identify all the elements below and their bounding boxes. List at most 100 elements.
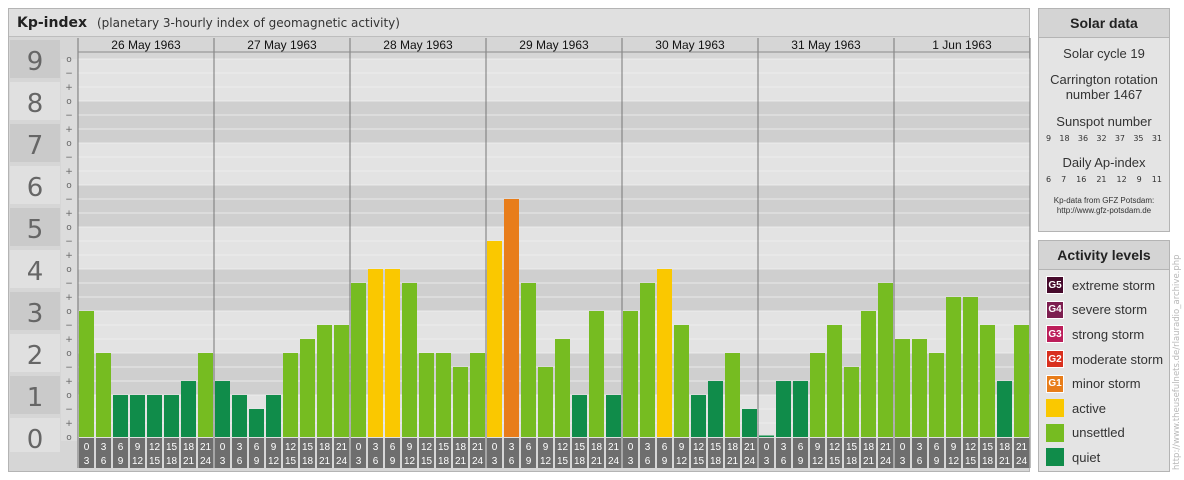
kp-bar (844, 366, 859, 437)
interval-end-label: 18 (846, 456, 858, 467)
interval-end-label: 9 (390, 456, 396, 467)
y-minor-label: + (65, 419, 73, 429)
kp-bar (708, 381, 723, 437)
kp-bar (912, 339, 927, 437)
interval-start-label: 9 (271, 442, 277, 453)
y-minor-label: − (65, 321, 73, 331)
y-tick-label: 5 (27, 215, 44, 245)
interval-end-label: 18 (166, 456, 178, 467)
legend-item-moderate-storm: G2 moderate storm (1039, 347, 1169, 372)
kp-bar (317, 324, 332, 437)
interval-end-label: 9 (254, 456, 260, 467)
interval-start-label: 15 (846, 442, 858, 453)
y-minor-label: + (65, 377, 73, 387)
interval-start-label: 3 (645, 442, 651, 453)
interval-box (300, 438, 315, 468)
interval-start-label: 18 (183, 442, 195, 453)
y-tick-cell (10, 208, 60, 246)
interval-start-label: 15 (710, 442, 722, 453)
interval-start-label: 6 (526, 442, 532, 453)
interval-end-label: 6 (781, 456, 787, 467)
interval-box (674, 438, 689, 468)
interval-end-label: 6 (645, 456, 651, 467)
kp-bar (232, 395, 247, 437)
interval-start-label: 9 (543, 442, 549, 453)
legend-swatch (1046, 448, 1064, 467)
interval-end-label: 9 (526, 456, 532, 467)
ap-value: 21 (1096, 175, 1107, 184)
legend-label: active (1072, 400, 1106, 416)
interval-box (130, 438, 145, 468)
plot-band (78, 185, 1030, 227)
interval-end-label: 21 (455, 456, 467, 467)
y-minor-label: − (65, 153, 73, 163)
day-label: 1 Jun 1963 (932, 38, 992, 52)
y-tick-label: 7 (27, 131, 44, 161)
y-tick-cell (10, 376, 60, 414)
y-tick-label: 1 (27, 383, 44, 413)
interval-start-label: 12 (829, 442, 841, 453)
interval-end-label: 15 (421, 456, 433, 467)
interval-box (181, 438, 196, 468)
legend-label: strong storm (1072, 326, 1145, 342)
y-tick-label: 9 (27, 47, 44, 77)
interval-box (334, 438, 349, 468)
kp-bar (674, 324, 689, 437)
interval-box (895, 438, 910, 468)
kp-bar (606, 395, 621, 437)
interval-end-label: 21 (727, 456, 739, 467)
legend-item-strong-storm: G3 strong storm (1039, 322, 1169, 347)
kp-bar (249, 408, 264, 437)
interval-end-label: 21 (591, 456, 603, 467)
legend-swatch: G2 (1046, 350, 1064, 369)
interval-box (589, 438, 604, 468)
interval-end-label: 18 (302, 456, 314, 467)
interval-end-label: 3 (764, 456, 770, 467)
interval-start-label: 21 (200, 442, 212, 453)
interval-start-label: 21 (1016, 442, 1028, 453)
legend-swatch: G5 (1046, 276, 1064, 295)
carrington-rotation: Carrington rotation number 1467 (1050, 72, 1158, 102)
interval-box (232, 438, 247, 468)
interval-end-label: 15 (693, 456, 705, 467)
kp-bar (895, 339, 910, 437)
interval-start-label: 0 (764, 442, 770, 453)
y-minor-label: + (65, 167, 73, 177)
data-source-link[interactable]: http://www.gfz-potsdam.de (1056, 206, 1152, 215)
y-minor-label: + (65, 335, 73, 345)
interval-box (759, 438, 774, 468)
kp-bar (963, 297, 978, 437)
interval-end-label: 21 (183, 456, 195, 467)
interval-box (215, 438, 230, 468)
y-minor-label: o (66, 265, 72, 275)
kp-bar (759, 435, 774, 437)
interval-box (827, 438, 842, 468)
interval-end-label: 24 (472, 456, 484, 467)
interval-end-label: 18 (574, 456, 586, 467)
interval-end-label: 21 (319, 456, 331, 467)
legend-swatch (1046, 423, 1064, 442)
interval-start-label: 3 (781, 442, 787, 453)
interval-start-label: 21 (608, 442, 620, 453)
y-minor-label: o (66, 433, 72, 443)
activity-levels-heading: Activity levels (1039, 241, 1169, 270)
day-label: 31 May 1963 (791, 38, 861, 52)
kp-bar (623, 311, 638, 437)
interval-end-label: 6 (509, 456, 515, 467)
interval-box (623, 438, 638, 468)
interval-start-label: 6 (390, 442, 396, 453)
interval-box (691, 438, 706, 468)
interval-end-label: 15 (829, 456, 841, 467)
sunspot-value: 36 (1077, 134, 1089, 143)
interval-box (504, 438, 519, 468)
y-tick-label: 0 (27, 425, 44, 455)
y-tick-cell (10, 166, 60, 204)
legend-item-quiet: quiet (1039, 445, 1169, 470)
kp-bar (521, 282, 536, 437)
ap-value: 11 (1151, 175, 1162, 184)
interval-start-label: 3 (373, 442, 379, 453)
kp-bar (351, 282, 366, 437)
interval-start-label: 15 (982, 442, 994, 453)
interval-start-label: 15 (302, 442, 314, 453)
